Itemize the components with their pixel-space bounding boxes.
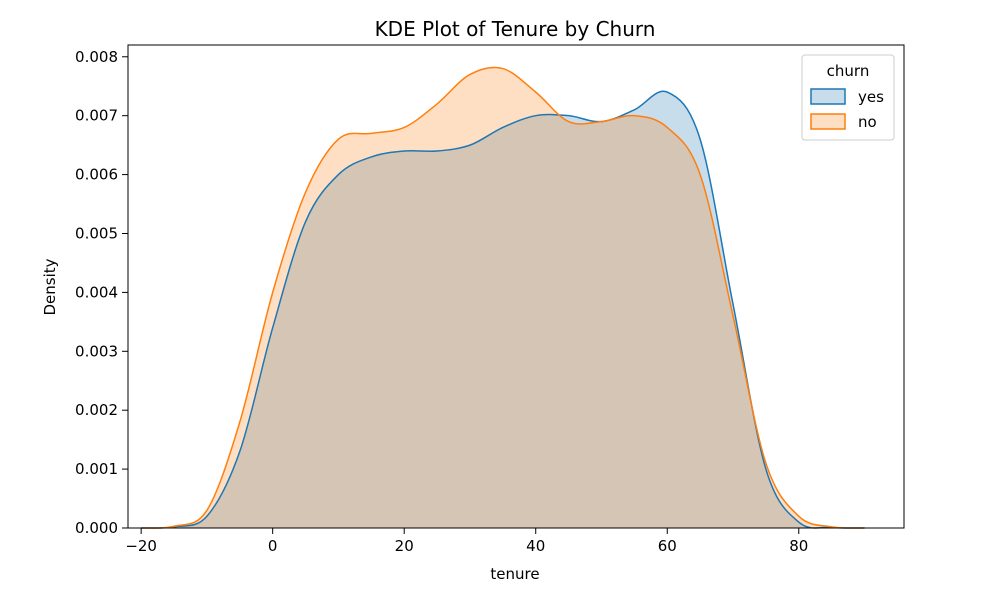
y-axis-label: Density xyxy=(41,258,59,315)
x-tick-label: −20 xyxy=(125,537,157,555)
x-tick-label: 40 xyxy=(526,537,545,555)
y-tick-label: 0.003 xyxy=(75,342,118,360)
legend-box xyxy=(801,54,895,141)
x-tick-label: 80 xyxy=(789,537,808,555)
x-tick-label: 60 xyxy=(658,537,677,555)
line-no xyxy=(141,66,865,529)
chart-title: KDE Plot of Tenure by Churn xyxy=(375,17,656,41)
legend-swatch-yes xyxy=(810,88,846,105)
area-yes xyxy=(141,91,865,529)
legend: churn yes no xyxy=(801,54,895,141)
area-no xyxy=(141,67,865,529)
legend-swatch-no xyxy=(810,113,846,130)
y-tick-label: 0.006 xyxy=(75,166,118,184)
density-lines xyxy=(141,66,865,529)
y-axis: 0.000 0.001 0.002 0.003 0.004 0.005 0.006 0.007… xyxy=(75,48,128,537)
y-tick-label: 0.000 xyxy=(75,519,118,537)
x-tick-label: 0 xyxy=(268,537,278,555)
y-tick-label: 0.008 xyxy=(75,48,118,66)
y-tick-label: 0.001 xyxy=(75,460,118,478)
y-tick-label: 0.007 xyxy=(75,107,118,125)
plot-frame xyxy=(127,44,905,529)
x-axis-label: tenure xyxy=(490,565,539,583)
y-tick-label: 0.004 xyxy=(75,283,118,301)
legend-label-yes: yes xyxy=(858,88,884,106)
legend-title: churn xyxy=(827,62,870,80)
legend-label-no: no xyxy=(858,113,877,131)
y-tick-label: 0.005 xyxy=(75,224,118,242)
x-axis: −20 0 20 40 60 80 xyxy=(125,528,808,555)
x-tick-label: 20 xyxy=(395,537,414,555)
y-tick-label: 0.002 xyxy=(75,401,118,419)
density-fills xyxy=(141,67,865,529)
